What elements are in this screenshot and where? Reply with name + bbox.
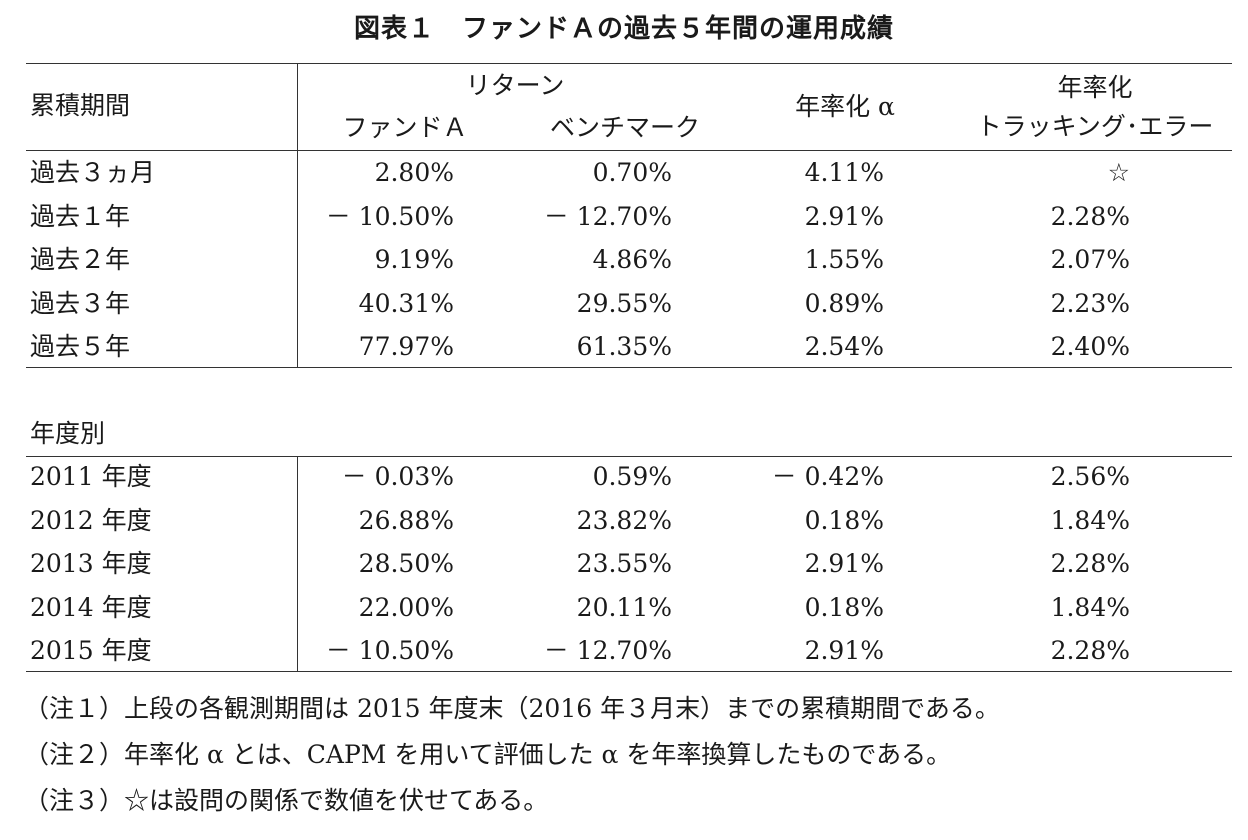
row-period: 過去３ヵ月 xyxy=(30,158,156,187)
header-te-line1: 年率化 xyxy=(1057,73,1133,102)
fund-a-return: 77.97% xyxy=(358,332,454,361)
header-return-group: リターン xyxy=(465,71,565,100)
annualized-alpha: 1.55% xyxy=(804,245,884,274)
fund-a-return: 9.19% xyxy=(374,245,454,274)
row-period: 過去５年 xyxy=(30,332,131,361)
annualized-alpha: 2.54% xyxy=(804,332,884,361)
row-period: 2011 年度 xyxy=(30,462,152,491)
benchmark-return: 20.11% xyxy=(576,592,672,622)
table-title: 図表１ ファンドＡの過去５年間の運用成績 xyxy=(353,14,894,44)
lower-divider xyxy=(297,457,298,671)
fund-a-return: 22.00% xyxy=(358,592,454,622)
header-rule xyxy=(26,150,1232,151)
tracking-error: ☆ xyxy=(1107,158,1130,187)
fund-a-return: 26.88% xyxy=(358,505,454,535)
fund-a-return: － 0.03% xyxy=(341,462,454,491)
benchmark-return: 0.59% xyxy=(592,462,672,491)
annualized-alpha: 0.18% xyxy=(804,592,884,622)
benchmark-return: － 12.70% xyxy=(543,201,672,231)
header-te-line2: トラッキング･エラー xyxy=(976,112,1214,141)
footnote: （注３）☆は設問の関係で数値を伏せてある。 xyxy=(24,786,549,815)
tracking-error: 1.84% xyxy=(1050,592,1130,622)
benchmark-return: 0.70% xyxy=(592,158,672,187)
fund-a-return: － 10.50% xyxy=(325,201,454,231)
tracking-error: 2.40% xyxy=(1050,332,1130,361)
top-rule xyxy=(26,63,1232,64)
benchmark-return: 29.55% xyxy=(576,288,672,318)
annual-bottom-rule xyxy=(26,671,1232,672)
benchmark-return: 61.35% xyxy=(576,332,672,361)
annualized-alpha: 0.18% xyxy=(804,505,884,535)
annual-label: 年度別 xyxy=(30,419,106,448)
annualized-alpha: 4.11% xyxy=(804,158,884,187)
annual-top-rule xyxy=(26,456,1232,457)
benchmark-return: 23.55% xyxy=(576,549,672,578)
row-period: 2012 年度 xyxy=(30,505,152,535)
header-benchmark: ベンチマーク xyxy=(549,113,700,142)
tracking-error: 2.28% xyxy=(1050,549,1130,578)
fund-a-return: 28.50% xyxy=(358,549,454,578)
row-period: 2015 年度 xyxy=(30,636,152,665)
row-period: 過去１年 xyxy=(30,201,131,231)
annualized-alpha: － 0.42% xyxy=(771,462,884,491)
benchmark-return: 23.82% xyxy=(576,505,672,535)
annualized-alpha: 2.91% xyxy=(804,549,884,578)
row-period: 過去３年 xyxy=(30,288,131,318)
tracking-error: 2.28% xyxy=(1050,636,1130,665)
footnote: （注２）年率化 α とは、CAPM を用いて評価した α を年率換算したものであ… xyxy=(24,740,952,769)
fund-a-return: 2.80% xyxy=(374,158,454,187)
annualized-alpha: 2.91% xyxy=(804,201,884,231)
fund-a-return: 40.31% xyxy=(358,288,454,318)
tracking-error: 2.28% xyxy=(1050,201,1130,231)
cumulative-bottom-rule xyxy=(26,367,1232,368)
header-alpha: 年率化 α xyxy=(795,92,895,121)
fund-a-return: － 10.50% xyxy=(325,636,454,665)
row-period: 過去２年 xyxy=(30,245,131,274)
annualized-alpha: 2.91% xyxy=(804,636,884,665)
header-fund-a: ファンドＡ xyxy=(342,113,468,142)
tracking-error: 2.07% xyxy=(1050,245,1130,274)
annualized-alpha: 0.89% xyxy=(804,288,884,318)
benchmark-return: 4.86% xyxy=(592,245,672,274)
benchmark-return: － 12.70% xyxy=(543,636,672,665)
tracking-error: 1.84% xyxy=(1050,505,1130,535)
header-period: 累積期間 xyxy=(30,91,131,120)
tracking-error: 2.23% xyxy=(1050,288,1130,318)
row-period: 2013 年度 xyxy=(30,549,152,578)
row-period: 2014 年度 xyxy=(30,592,152,622)
tracking-error: 2.56% xyxy=(1050,462,1130,491)
footnote: （注１）上段の各観測期間は 2015 年度末（2016 年３月末）までの累積期間… xyxy=(24,694,1000,723)
upper-divider xyxy=(297,64,298,367)
